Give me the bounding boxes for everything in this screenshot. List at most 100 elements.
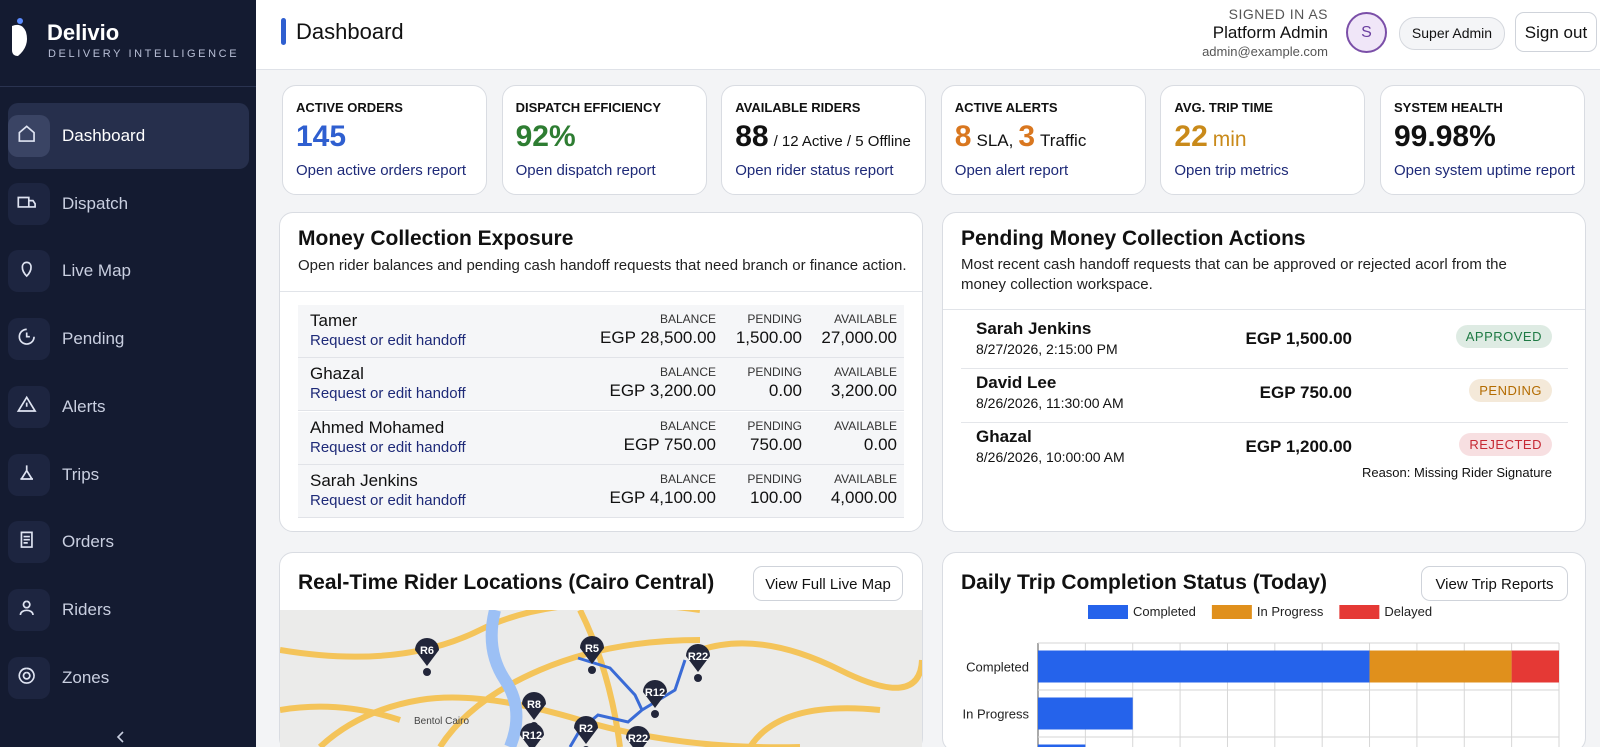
stat-value-row: 92%	[516, 120, 576, 154]
money-available: 27,000.00	[821, 328, 897, 347]
nav-glyph	[20, 531, 33, 549]
money-pending: 0.00	[768, 381, 802, 401]
panel-subtitle: Open rider balances and pending cash han…	[298, 257, 907, 274]
stat-link[interactable]: Open trip metrics	[1174, 162, 1289, 179]
rider-label: R12	[645, 687, 665, 699]
bar-segment	[1038, 697, 1133, 730]
handoff-link[interactable]: Request or edit handoff	[310, 332, 466, 349]
money-balance: EGP 750.00	[623, 434, 716, 454]
bar-segment	[1511, 650, 1559, 683]
bar-segment	[1038, 744, 1086, 747]
money-available: 3,200.00	[830, 381, 897, 401]
nav-item[interactable]: Trips	[62, 464, 100, 484]
stat-unit: Traffic	[1040, 131, 1087, 150]
request-amount: EGP 1,500.00	[1245, 329, 1353, 348]
nav-item[interactable]: Live Map	[62, 261, 131, 281]
requester-name: David Lee	[976, 373, 1057, 392]
nav-glyph	[18, 125, 35, 142]
handoff-link[interactable]: Request or edit handoff	[310, 385, 466, 403]
rider-pin	[574, 716, 598, 744]
stat-value-row: 8 SLA, 3 Traffic	[955, 120, 1087, 154]
trip-button[interactable]: View Trip Reports	[1421, 566, 1568, 601]
stat-link[interactable]: Open alert report	[954, 162, 1069, 179]
rider-name: Tamer	[310, 311, 358, 330]
nav-item[interactable]: Zones	[62, 667, 110, 687]
pending-panel: Pending Money Collection Actions Most rec…	[942, 212, 1586, 532]
signed-in-label: SIGNED IN AS	[1228, 6, 1328, 22]
chevron	[116, 731, 124, 743]
nav-item[interactable]: Dispatch	[62, 193, 129, 213]
nav-glyph	[18, 667, 35, 684]
road	[280, 610, 700, 660]
stat-unit: SLA,	[976, 131, 1014, 150]
nav-item[interactable]: Riders	[62, 599, 112, 619]
stat-card[interactable]: ACTIVE ALERTS 8 SLA, 3 Traffic Open alert rep…	[940, 85, 1146, 195]
brand: Delivio	[47, 20, 120, 45]
handoff-link[interactable]: Request or edit handoff	[310, 438, 466, 456]
stat-card[interactable]: DISPATCH EFFICIENCY 92% Open dispatch repo…	[501, 85, 707, 195]
request-amount: EGP 1,200.00	[1245, 437, 1353, 456]
logo-shape	[12, 24, 27, 56]
stat-value-row: 88/ 12 Active / 5 Offline	[735, 120, 911, 154]
stat-value: 145	[296, 120, 347, 153]
column-header: PENDING	[747, 471, 802, 486]
nav-glyph	[21, 261, 32, 278]
column-header: BALANCE	[659, 312, 716, 326]
stat-card[interactable]: ACTIVE ORDERS 145 Open active orders repor…	[282, 85, 487, 195]
nav-item[interactable]: Pending	[62, 329, 125, 349]
stat-card[interactable]: AVAILABLE RIDERS 88/ 12 Active / 5 Offlin…	[721, 85, 927, 195]
stat-link[interactable]: Open dispatch report	[515, 162, 656, 179]
tagline: DELIVERY INTELLIGENCE	[48, 48, 240, 60]
nav-icon	[18, 667, 35, 684]
panel-title: Pending Money Collection Actions	[961, 227, 1306, 250]
rider-pin	[522, 692, 546, 720]
column-header: PENDING	[747, 365, 802, 380]
rider-pin	[415, 638, 439, 666]
rider-label: R22	[688, 651, 708, 663]
map-button[interactable]: View Full Live Map	[753, 566, 903, 601]
stat-unit: min	[1212, 128, 1247, 151]
stat-label: AVG. TRIP TIME	[1174, 100, 1273, 115]
stat-link[interactable]: Open active orders report	[296, 162, 467, 179]
stat-link[interactable]: Open system uptime report	[1394, 162, 1575, 179]
stat-value: 88	[735, 120, 769, 153]
handoff-link[interactable]: Request or edit handoff	[310, 491, 466, 509]
panel-subtitle: Most recent cash handoff requests that c…	[961, 256, 1507, 293]
money-row: Ghazal Request or edit handoff BALANCE EGP …	[298, 358, 904, 412]
nav-item[interactable]: Alerts	[62, 396, 106, 416]
map: R6 R5 R22 R12 R8 R12 R2 R22	[280, 610, 922, 747]
money-balance: EGP 4,100.00	[609, 487, 717, 507]
money-pending: 750.00	[750, 434, 802, 454]
sign-out-button[interactable]: Sign out	[1515, 12, 1597, 52]
panel-divider	[280, 291, 922, 292]
legend-swatch	[1339, 605, 1380, 619]
road	[699, 640, 922, 691]
page-title: Dashboard	[296, 19, 404, 44]
stat-link[interactable]: Open rider status report	[735, 162, 894, 179]
rider-label: R5	[585, 643, 599, 655]
stat-value: 8	[954, 120, 972, 153]
status-badge: PENDING	[1469, 379, 1552, 402]
nav-item[interactable]: Orders	[62, 532, 114, 552]
requester-name: Ghazal	[976, 427, 1032, 446]
stat-label: ACTIVE ORDERS	[296, 100, 403, 115]
money-pending: 1,500.00	[735, 328, 802, 347]
rider-pin	[520, 723, 544, 747]
rider-label: R22	[628, 733, 648, 745]
legend-swatch	[1211, 605, 1252, 619]
stat-card[interactable]: AVG. TRIP TIME 22 min Open trip metrics	[1160, 85, 1366, 195]
legend-label: In Progress	[1257, 604, 1324, 619]
place-label: Bentol Cairo	[414, 716, 470, 727]
nav-item[interactable]: Dashboard	[62, 126, 146, 145]
stat-card[interactable]: SYSTEM HEALTH 99.98% Open system uptime re…	[1380, 85, 1585, 195]
money-balance: EGP 3,200.00	[609, 381, 717, 401]
nav-icon-box	[8, 250, 50, 293]
y-tick-label: In Progress	[963, 707, 1030, 722]
road	[280, 703, 401, 723]
nav-glyph	[18, 328, 35, 345]
column-header: BALANCE	[659, 418, 716, 433]
bar-segment	[1369, 650, 1512, 683]
request-date: 8/26/2026, 10:00:00 AM	[976, 449, 1125, 465]
legend-label: Delayed	[1384, 604, 1432, 619]
column-header: BALANCE	[659, 365, 716, 380]
